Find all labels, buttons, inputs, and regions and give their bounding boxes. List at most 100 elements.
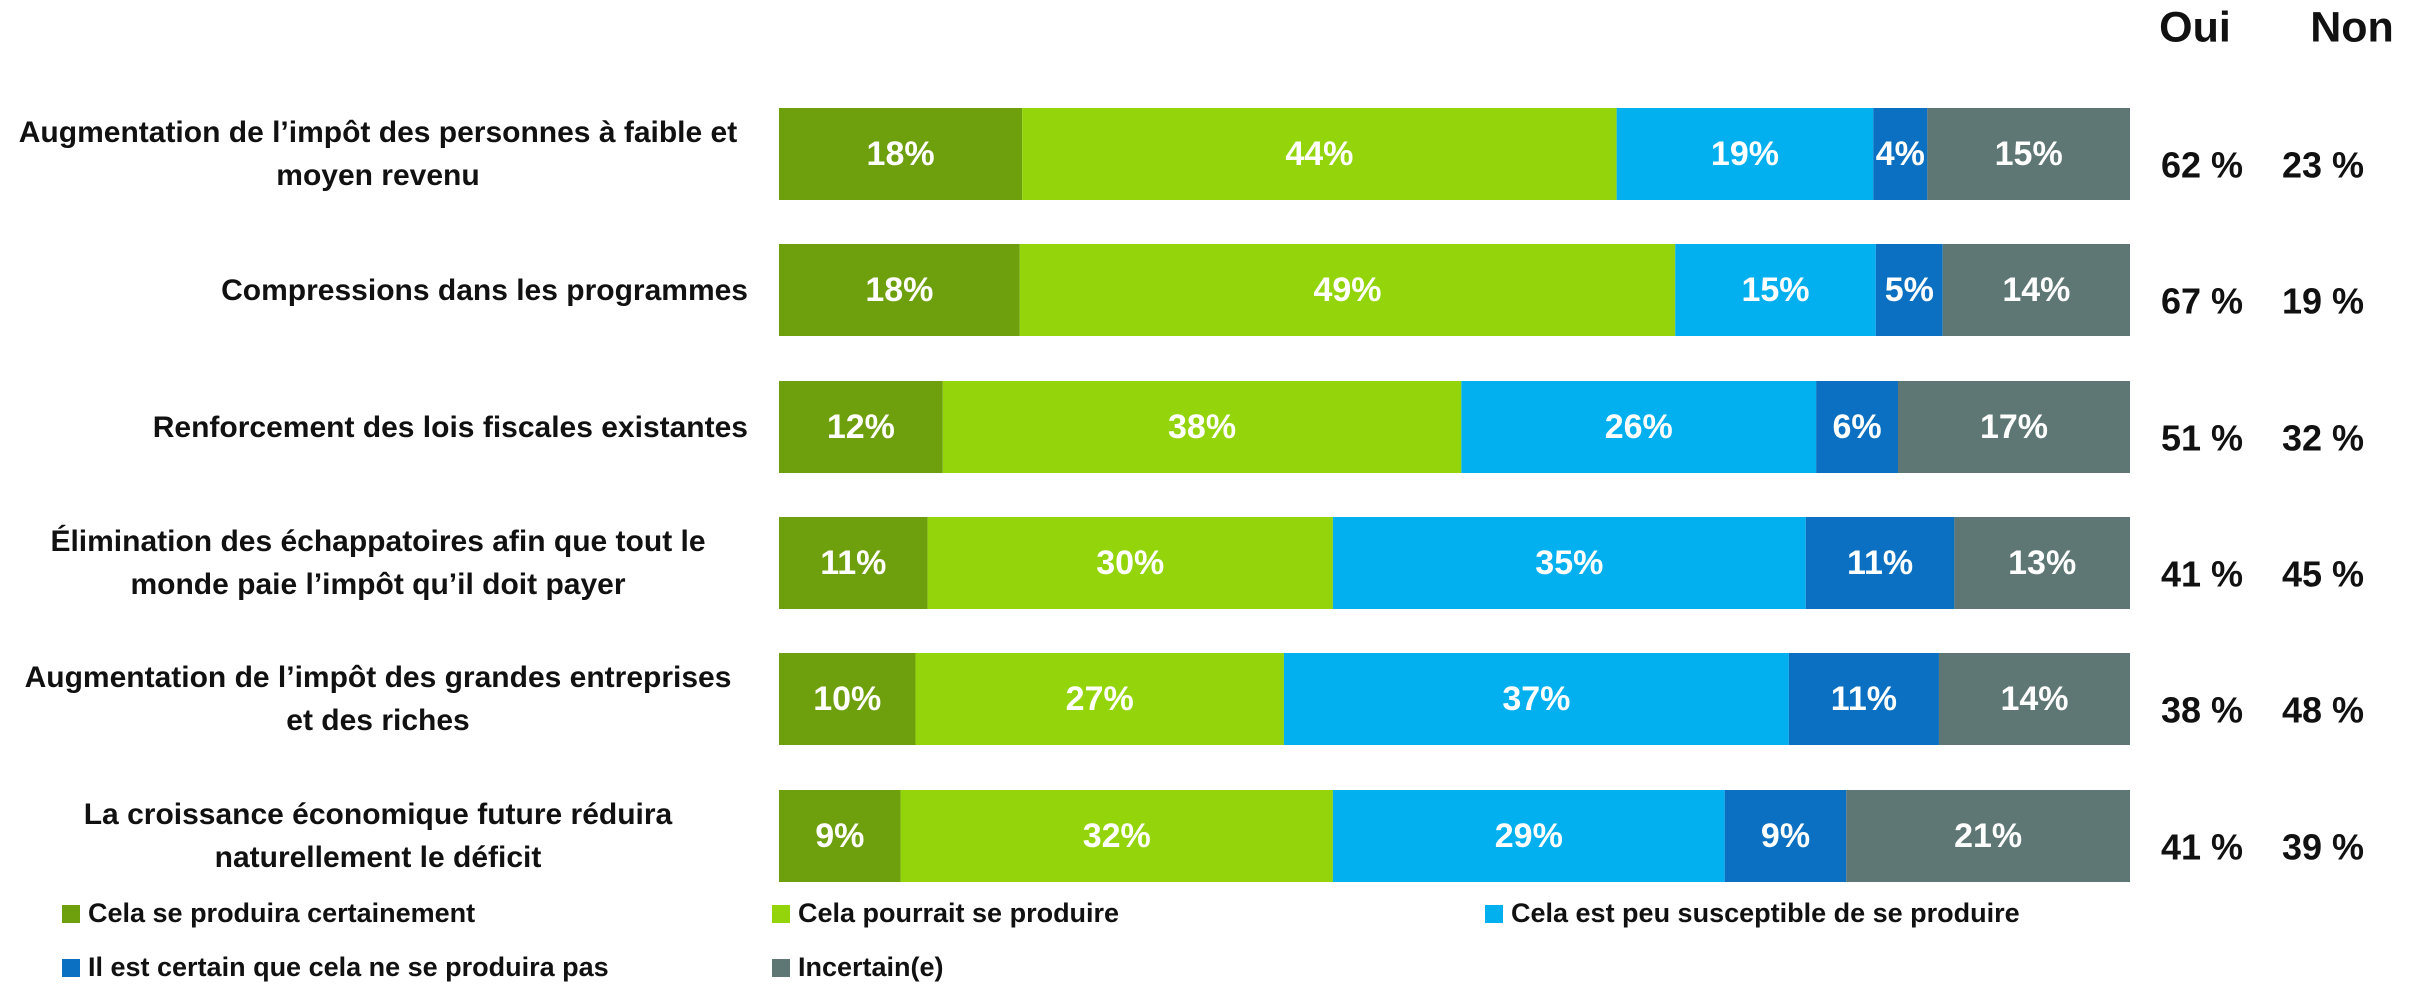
bar-label: 12% — [827, 408, 895, 446]
legend-label: Incertain(e) — [798, 952, 944, 982]
bar-label: 9% — [1761, 817, 1810, 855]
bar-label: 15% — [1995, 135, 2063, 173]
bar-label: 10% — [813, 680, 881, 718]
bar-segment — [1022, 108, 1617, 200]
bar-label: 49% — [1313, 271, 1381, 309]
bar-segment — [915, 653, 1284, 745]
bar-label: 11% — [1831, 680, 1897, 718]
legend-swatch — [62, 905, 80, 923]
summary-value: 45 % — [2282, 554, 2364, 595]
legend-item: Cela pourrait se produire — [772, 898, 1119, 929]
bar-segment — [1332, 790, 1725, 882]
bar-segment — [1788, 653, 1939, 745]
bar-label: 35% — [1535, 544, 1603, 582]
category-label: La croissance économique future réduira … — [0, 793, 748, 879]
bar-segment — [927, 517, 1333, 609]
category-label: Augmentation de l’impôt des grandes entr… — [0, 656, 748, 742]
category-label-text: Augmentation de l’impôt des personnes à … — [18, 116, 738, 192]
summary-value: 48 % — [2282, 690, 2364, 731]
bar-label: 44% — [1285, 135, 1353, 173]
bar-label: 30% — [1096, 544, 1164, 582]
column-header: Oui — [2159, 3, 2231, 51]
legend-swatch — [1485, 905, 1503, 923]
bar-segment — [1332, 517, 1806, 609]
bar-label: 11% — [1847, 544, 1913, 582]
legend-swatch — [62, 959, 80, 977]
bar-label: 32% — [1083, 817, 1151, 855]
bar-label: 4% — [1876, 135, 1925, 173]
bar-segment — [1805, 517, 1955, 609]
bar-segment — [1942, 244, 2130, 336]
bar-segment — [779, 381, 943, 473]
summary-value: 67 % — [2161, 281, 2243, 322]
summary-value: 23 % — [2282, 145, 2364, 186]
bar-label: 6% — [1833, 408, 1882, 446]
bar-segment — [779, 244, 1020, 336]
category-label: Renforcement des lois fiscales existante… — [0, 384, 748, 470]
column-header: Non — [2310, 3, 2394, 51]
bar-segment — [1816, 381, 1899, 473]
bar-segment — [1927, 108, 2130, 200]
summary-value: 38 % — [2161, 690, 2243, 731]
legend-swatch — [772, 905, 790, 923]
bar-label: 27% — [1066, 680, 1134, 718]
bar-segment — [1846, 790, 2130, 882]
bar-segment — [1875, 244, 1943, 336]
bar-label: 13% — [2008, 544, 2076, 582]
bar-segment — [900, 790, 1333, 882]
bar-label: 14% — [2000, 680, 2068, 718]
bar-label: 17% — [1980, 408, 2048, 446]
bar-segment — [779, 790, 901, 882]
summary-value: 41 % — [2161, 554, 2243, 595]
category-label-text: Augmentation de l’impôt des grandes entr… — [24, 661, 732, 737]
summary-value: 32 % — [2282, 418, 2364, 459]
bar-label: 18% — [867, 135, 935, 173]
bar-segment — [942, 381, 1462, 473]
bar-label: 38% — [1168, 408, 1236, 446]
bar-segment — [1873, 108, 1928, 200]
bar-segment — [1019, 244, 1676, 336]
legend-label: Cela est peu susceptible de se produire — [1511, 898, 2020, 928]
bar-label: 9% — [815, 817, 864, 855]
legend-label: Cela pourrait se produire — [798, 898, 1120, 928]
bar-segment — [1724, 790, 1847, 882]
bar-segment — [779, 517, 928, 609]
bar-segment — [1461, 381, 1817, 473]
legend-item: Incertain(e) — [772, 952, 944, 983]
bar-label: 37% — [1502, 680, 1570, 718]
summary-value: 51 % — [2161, 418, 2243, 459]
bar-segment — [1283, 653, 1789, 745]
legend-item: Cela est peu susceptible de se produire — [1485, 898, 2020, 929]
bar-segment — [1675, 244, 1876, 336]
bar-segment — [1938, 653, 2130, 745]
category-label-text: Renforcement des lois fiscales existante… — [152, 410, 748, 444]
bar-label: 18% — [865, 271, 933, 309]
bar-label: 21% — [1954, 817, 2022, 855]
bar-segment — [779, 108, 1023, 200]
legend-label: Il est certain que cela ne se produira p… — [88, 952, 609, 982]
category-label: Augmentation de l’impôt des personnes à … — [0, 111, 748, 197]
legend-label: Cela se produira certainement — [88, 898, 476, 928]
bar-segment — [1954, 517, 2130, 609]
category-label-text: La croissance économique future réduira … — [83, 798, 673, 874]
bar-label: 11% — [820, 544, 886, 582]
bar-segment — [779, 653, 916, 745]
summary-value: 19 % — [2282, 281, 2364, 322]
summary-value: 62 % — [2161, 145, 2243, 186]
category-label: Élimination des échappatoires afin que t… — [0, 520, 748, 606]
bar-segment — [1616, 108, 1874, 200]
summary-value: 41 % — [2161, 827, 2243, 868]
legend-item: Cela se produira certainement — [62, 898, 475, 929]
bar-segment — [1898, 381, 2130, 473]
category-label: Compressions dans les programmes — [0, 247, 748, 333]
legend-swatch — [772, 959, 790, 977]
category-label-text: Élimination des échappatoires afin que t… — [50, 525, 706, 601]
category-label-text: Compressions dans les programmes — [221, 273, 748, 307]
bar-label: 26% — [1605, 408, 1673, 446]
bar-label: 15% — [1741, 271, 1809, 309]
bar-label: 14% — [2002, 271, 2070, 309]
bar-label: 29% — [1495, 817, 1563, 855]
bar-label: 19% — [1711, 135, 1779, 173]
